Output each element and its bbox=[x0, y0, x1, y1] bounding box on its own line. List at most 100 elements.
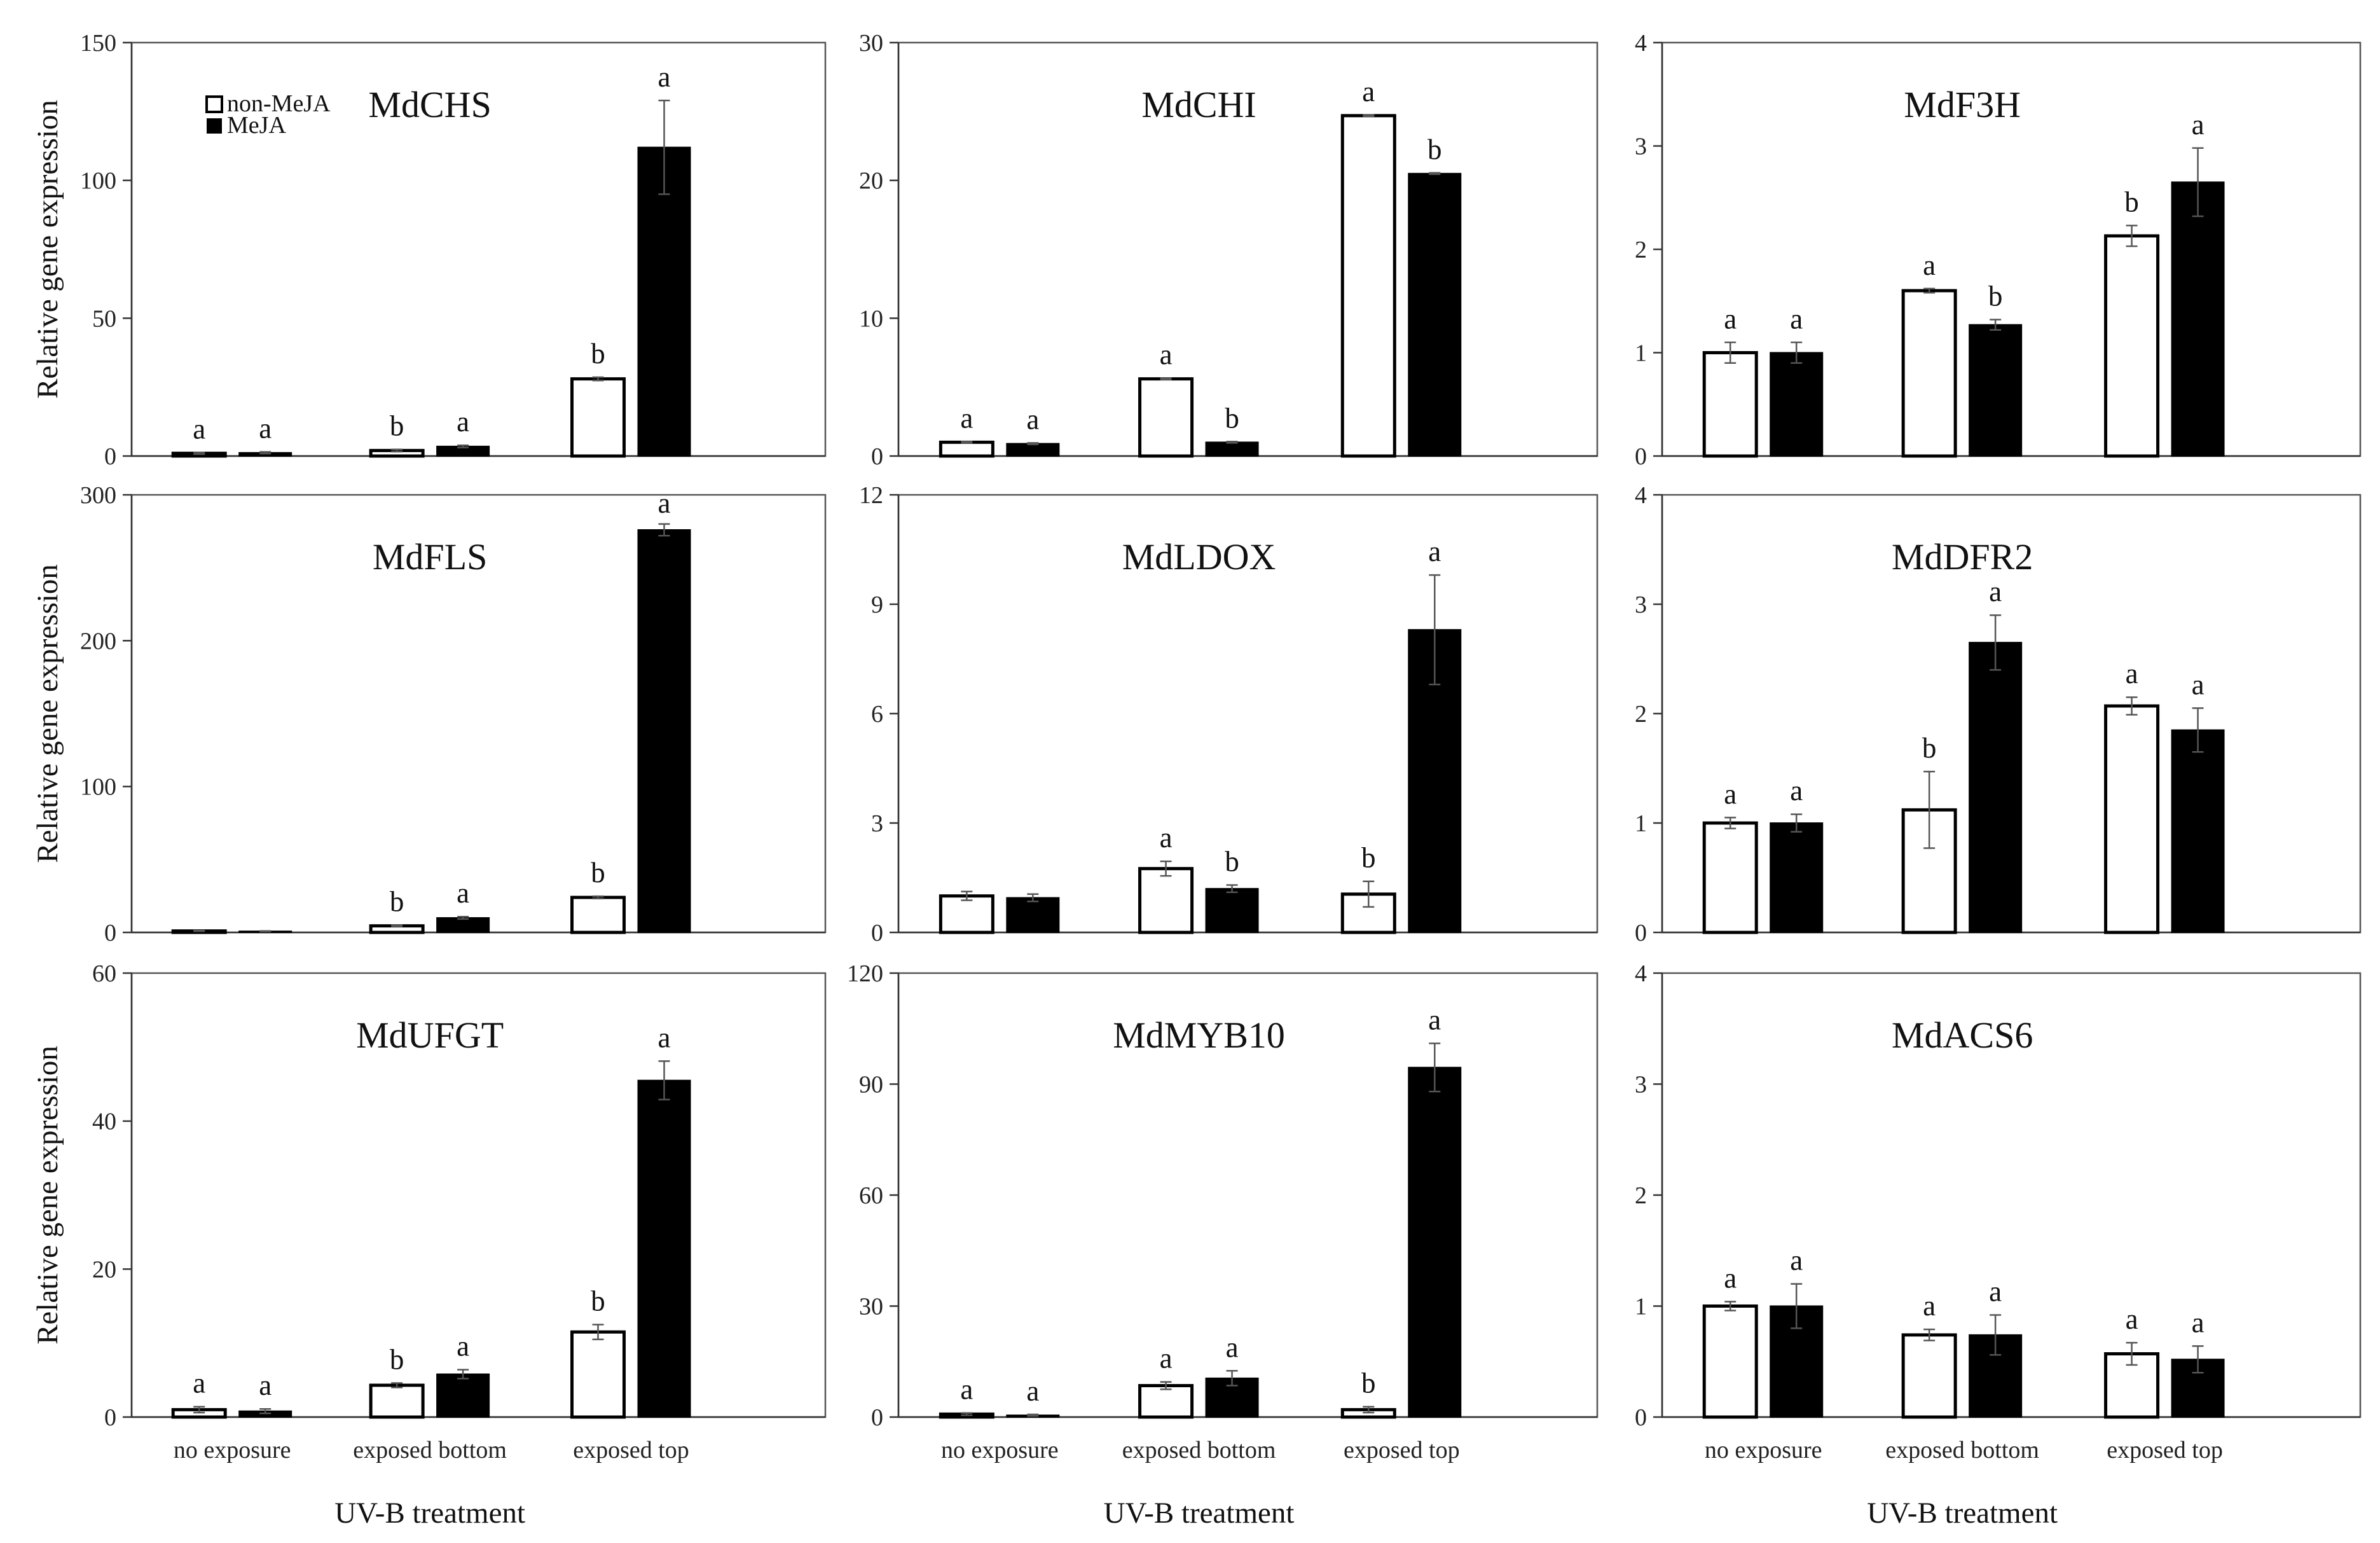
significance-letter: b bbox=[390, 886, 404, 918]
legend-label-non-meja: non-MeJA bbox=[227, 90, 331, 117]
significance-letter: a bbox=[1160, 822, 1173, 854]
panel-title: MdMYB10 bbox=[1113, 1014, 1285, 1056]
legend-swatch-meja bbox=[207, 118, 222, 134]
significance-letter: b bbox=[591, 338, 605, 370]
significance-letter: a bbox=[1160, 1343, 1173, 1374]
significance-letter: b bbox=[1361, 1367, 1376, 1399]
y-tick-label: 30 bbox=[859, 1294, 883, 1320]
category-label: exposed top bbox=[1344, 1437, 1460, 1463]
y-tick-label: 1 bbox=[1635, 340, 1647, 367]
y-tick-label: 0 bbox=[871, 443, 883, 470]
bar-meja-exposed-bottom bbox=[1969, 324, 2023, 457]
significance-letter: a bbox=[1026, 1375, 1039, 1407]
significance-letter: b bbox=[1988, 280, 2003, 312]
significance-letter: b bbox=[1427, 134, 1442, 165]
y-tick-label: 0 bbox=[1635, 920, 1647, 946]
chart-panel-mdufgt: 0 20 40 60 MdUFGT a a b a b a no exposure exposed bo… bbox=[31, 960, 827, 1530]
bar-meja-exposed-bottom bbox=[1969, 642, 2023, 933]
y-tick-label: 1 bbox=[1635, 1294, 1647, 1320]
significance-letter: b bbox=[1225, 845, 1239, 877]
bar-non-meja-no-exposure bbox=[939, 894, 994, 934]
bar-meja-no-exposure bbox=[1770, 822, 1824, 933]
bar-non-meja-exposed-top bbox=[570, 1330, 626, 1419]
significance-letter: a bbox=[1989, 1275, 2002, 1307]
bar-meja-no-exposure bbox=[1006, 897, 1060, 933]
significance-letter: a bbox=[1026, 403, 1039, 435]
significance-letter: a bbox=[2126, 658, 2138, 689]
significance-letter: a bbox=[1724, 1263, 1737, 1294]
category-label: no exposure bbox=[941, 1437, 1059, 1463]
significance-letter: a bbox=[1428, 1004, 1441, 1036]
bar-meja-exposed-top bbox=[2171, 729, 2225, 934]
category-label: no exposure bbox=[1705, 1437, 1822, 1463]
significance-letter: a bbox=[259, 1369, 272, 1401]
panel-title: MdACS6 bbox=[1892, 1014, 2033, 1056]
y-tick-label: 50 bbox=[92, 305, 116, 332]
significance-letter: a bbox=[1790, 775, 1803, 806]
significance-letter: a bbox=[658, 487, 671, 519]
significance-letter: a bbox=[1989, 576, 2002, 607]
y-tick-label: 10 bbox=[859, 305, 883, 332]
bar-meja-exposed-top bbox=[637, 529, 691, 933]
y-tick-label: 9 bbox=[871, 592, 883, 618]
bar-non-meja-exposed-bottom bbox=[1138, 867, 1194, 934]
chart-panel-mdchs: 0 50 100 150 MdCHS a a b a b a Relative gene expres… bbox=[31, 30, 827, 470]
y-tick-label: 150 bbox=[80, 30, 116, 57]
chart-panel-mdldox: 0 3 6 9 12 MdLDOX a b b a bbox=[859, 482, 1599, 946]
y-tick-label: 60 bbox=[859, 1182, 883, 1209]
y-tick-label: 0 bbox=[1635, 1404, 1647, 1431]
y-tick-label: 20 bbox=[859, 168, 883, 195]
y-tick-label: 2 bbox=[1635, 237, 1647, 263]
y-tick-label: 300 bbox=[80, 482, 116, 509]
y-tick-label: 120 bbox=[847, 960, 883, 987]
significance-letter: a bbox=[1923, 249, 1936, 281]
y-tick-label: 30 bbox=[859, 30, 883, 57]
significance-letter: a bbox=[658, 1021, 671, 1053]
bar-non-meja-exposed-top bbox=[570, 896, 626, 934]
significance-letter: a bbox=[2192, 109, 2205, 141]
panel-title: MdDFR2 bbox=[1892, 536, 2033, 578]
significance-letter: a bbox=[2192, 1306, 2205, 1338]
y-tick-label: 6 bbox=[871, 701, 883, 728]
panel-title: MdCHS bbox=[368, 84, 491, 125]
significance-letter: a bbox=[1790, 303, 1803, 335]
y-tick-label: 60 bbox=[92, 960, 116, 987]
bar-non-meja-exposed-bottom bbox=[1901, 289, 1957, 458]
legend-swatch-non-meja bbox=[205, 95, 223, 113]
significance-letter: a bbox=[1790, 1245, 1803, 1277]
y-tick-label: 4 bbox=[1635, 30, 1647, 57]
panel-title: MdCHI bbox=[1141, 84, 1256, 125]
bar-non-meja-no-exposure bbox=[1702, 821, 1758, 934]
category-label: no exposure bbox=[174, 1437, 291, 1463]
y-tick-label: 100 bbox=[80, 168, 116, 195]
significance-letter: a bbox=[193, 1367, 205, 1399]
bar-meja-exposed-bottom bbox=[1205, 441, 1259, 457]
bar-meja-no-exposure bbox=[1770, 352, 1824, 457]
chart-panel-mdchi: 0 10 20 30 MdCHI a a a b a b bbox=[859, 30, 1599, 470]
y-tick-label: 3 bbox=[871, 810, 883, 837]
y-tick-label: 0 bbox=[1635, 443, 1647, 470]
bar-non-meja-no-exposure bbox=[1702, 1304, 1758, 1419]
y-tick-label: 2 bbox=[1635, 1182, 1647, 1209]
bar-non-meja-exposed-bottom bbox=[1138, 1384, 1194, 1419]
significance-letter: a bbox=[457, 406, 469, 438]
panel-title: MdF3H bbox=[1904, 84, 2021, 125]
significance-letter: a bbox=[193, 413, 205, 445]
bar-meja-exposed-top bbox=[1408, 1067, 1462, 1418]
y-tick-label: 3 bbox=[1635, 134, 1647, 160]
bar-meja-no-exposure bbox=[1006, 443, 1060, 457]
significance-letter: b bbox=[1361, 842, 1376, 874]
y-axis-label: Relative gene expression bbox=[31, 1046, 64, 1345]
bar-non-meja-exposed-bottom bbox=[1138, 377, 1194, 458]
category-label: exposed top bbox=[573, 1437, 689, 1463]
significance-letter: a bbox=[1724, 778, 1737, 810]
significance-letter: b bbox=[390, 1343, 404, 1375]
y-axis-label: Relative gene expression bbox=[31, 100, 64, 399]
bar-meja-exposed-bottom bbox=[436, 917, 490, 933]
legend-label-meja: MeJA bbox=[227, 112, 286, 139]
y-tick-label: 90 bbox=[859, 1072, 883, 1098]
significance-letter: a bbox=[2192, 668, 2205, 700]
chart-panel-mdacs6: 0 1 2 3 4 MdACS6 a a a a a a no exposure exposed bott… bbox=[1635, 960, 2362, 1530]
y-tick-label: 3 bbox=[1635, 592, 1647, 618]
